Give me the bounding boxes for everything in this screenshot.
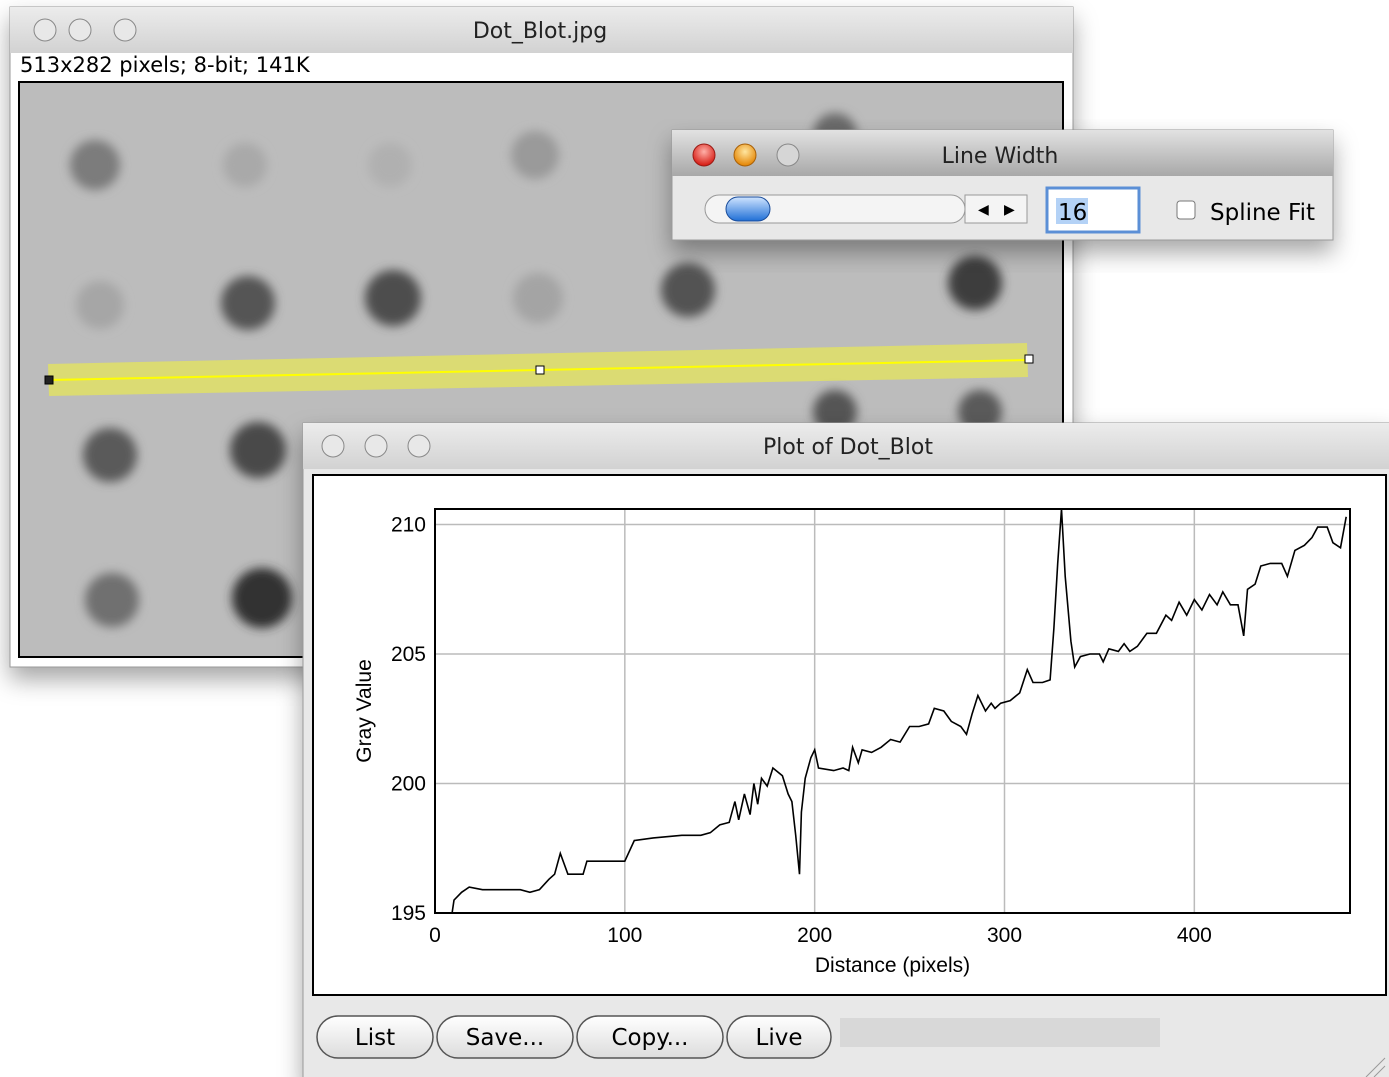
checkbox[interactable] [1177, 201, 1195, 219]
window-title: Plot of Dot_Blot [763, 435, 933, 460]
zoom-button[interactable] [114, 19, 136, 41]
button-label[interactable]: List [355, 1025, 395, 1051]
x-axis-label: Distance (pixels) [815, 954, 970, 977]
desktop: Dot_Blot.jpg 513x282 pixels; 8-bit; 141K… [0, 0, 1389, 1077]
close-button[interactable] [34, 19, 56, 41]
close-button[interactable] [693, 144, 715, 166]
arrow-left[interactable]: ◀ [978, 202, 989, 218]
plot-frame [313, 475, 1386, 995]
x-tick-label: 200 [797, 924, 832, 947]
x-tick-label: 300 [987, 924, 1022, 947]
minimize-button[interactable] [734, 144, 756, 166]
x-tick-label: 100 [607, 924, 642, 947]
window-title: Line Width [942, 144, 1059, 169]
button-label[interactable]: Copy... [612, 1025, 689, 1051]
image-info: 513x282 pixels; 8-bit; 141K [20, 53, 311, 77]
width-value[interactable]: 16 [1058, 200, 1087, 226]
close-button[interactable] [322, 435, 344, 457]
page: {"windows": { "image": {"title": "Dot_Bl… [0, 0, 1389, 1077]
slider-arrows[interactable] [965, 195, 1027, 223]
x-tick-label: 0 [429, 924, 441, 947]
arrow-right[interactable]: ▶ [1004, 202, 1015, 218]
y-tick-label: 195 [391, 902, 426, 925]
button-label[interactable]: Live [756, 1025, 803, 1051]
status-bar [840, 1018, 1160, 1047]
y-tick-label: 210 [391, 514, 426, 537]
y-tick-label: 205 [391, 643, 426, 666]
window-title: Dot_Blot.jpg [473, 19, 607, 44]
handle[interactable] [45, 376, 53, 384]
button-label[interactable]: Save... [466, 1025, 544, 1051]
slider-knob[interactable] [726, 197, 770, 221]
handle[interactable] [1025, 355, 1033, 363]
y-tick-label: 200 [391, 773, 426, 796]
zoom-button[interactable] [408, 435, 430, 457]
x-tick-label: 400 [1177, 924, 1212, 947]
handle[interactable] [536, 366, 544, 374]
checkbox-label[interactable]: Spline Fit [1210, 200, 1315, 226]
zoom-button[interactable] [777, 144, 799, 166]
minimize-button[interactable] [69, 19, 91, 41]
y-axis-label: Gray Value [353, 659, 376, 763]
minimize-button[interactable] [365, 435, 387, 457]
